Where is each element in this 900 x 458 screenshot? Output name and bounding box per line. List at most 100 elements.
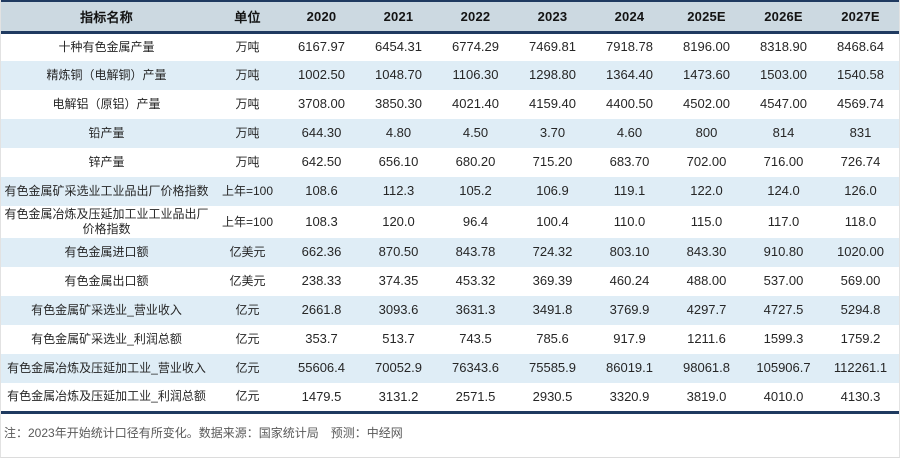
value-cell: 800 xyxy=(695,125,718,141)
value-cell: 70052.9 xyxy=(375,360,422,376)
value-cell: 118.0 xyxy=(844,213,877,229)
metals-statistics-table: 指标名称 单位 2020 2021 2022 2023 2024 2025E 2… xyxy=(1,0,899,414)
value-cell: 843.30 xyxy=(686,244,727,260)
value-cell: 642.50 xyxy=(301,154,342,170)
value-cell: 112.3 xyxy=(382,183,415,199)
value-cell: 1540.58 xyxy=(837,67,884,83)
value-cell: 86019.1 xyxy=(606,360,653,376)
unit-cell: 万吨 xyxy=(235,68,260,82)
value-cell: 8196.00 xyxy=(683,39,730,55)
value-cell: 8468.64 xyxy=(837,39,884,55)
indicator-name-cell: 有色金属进口额 xyxy=(64,245,149,259)
table-row: 电解铝（原铝）产量 万吨 3708.00 3850.30 4021.40 4159.40 4… xyxy=(1,90,899,119)
value-cell: 803.10 xyxy=(609,244,650,260)
value-cell: 75585.9 xyxy=(529,360,576,376)
value-cell: 4547.00 xyxy=(760,96,807,112)
value-cell: 5294.8 xyxy=(840,302,881,318)
unit-cell: 万吨 xyxy=(235,39,260,54)
value-cell: 374.35 xyxy=(378,273,419,289)
indicator-name-cell: 铅产量 xyxy=(88,126,125,140)
value-cell: 4021.40 xyxy=(452,96,499,112)
value-cell: 726.74 xyxy=(840,154,881,170)
column-header-2023: 2023 xyxy=(514,1,591,34)
unit-cell: 亿美元 xyxy=(229,245,266,259)
value-cell: 1759.2 xyxy=(840,331,881,347)
column-header-2024: 2024 xyxy=(591,1,668,34)
value-cell: 4.50 xyxy=(462,125,489,141)
table-row: 有色金属冶炼及压延加工业_利润总额 亿元 1479.5 3131.2 2571.5 293… xyxy=(1,383,899,414)
value-cell: 105.2 xyxy=(459,183,492,199)
table-row: 有色金属出口额 亿美元 238.33 374.35 453.32 369.39 460.24… xyxy=(1,267,899,296)
value-cell: 814 xyxy=(772,125,795,141)
indicator-name-cell: 锌产量 xyxy=(88,155,125,169)
value-cell: 119.1 xyxy=(613,183,646,199)
value-cell: 4.60 xyxy=(616,125,643,141)
value-cell: 3131.2 xyxy=(360,383,437,414)
value-cell: 76343.6 xyxy=(452,360,499,376)
unit-cell: 上年=100 xyxy=(221,184,274,198)
value-cell: 238.33 xyxy=(301,273,342,289)
value-cell: 4297.7 xyxy=(686,302,727,318)
value-cell: 910.80 xyxy=(763,244,804,260)
value-cell: 3631.3 xyxy=(455,302,496,318)
table-row: 有色金属矿采选业工业品出厂价格指数 上年=100 108.6 112.3 105.2 10… xyxy=(1,177,899,206)
value-cell: 3093.6 xyxy=(378,302,419,318)
indicator-name-cell: 有色金属矿采选业_营业收入 xyxy=(31,303,182,317)
column-header-2020: 2020 xyxy=(283,1,360,34)
column-header-2022: 2022 xyxy=(437,1,514,34)
indicator-name-cell: 有色金属冶炼及压延加工业_利润总额 xyxy=(1,383,212,414)
value-cell: 1211.6 xyxy=(687,331,726,347)
value-cell: 353.7 xyxy=(305,331,338,347)
value-cell: 460.24 xyxy=(609,273,650,289)
value-cell: 843.78 xyxy=(455,244,496,260)
value-cell: 870.50 xyxy=(378,244,419,260)
indicator-name-cell: 有色金属冶炼及压延加工业工业品出厂价格指数 xyxy=(4,207,209,236)
value-cell: 1503.00 xyxy=(760,67,807,83)
value-cell: 1364.40 xyxy=(606,67,653,83)
table-row: 有色金属冶炼及压延加工业工业品出厂价格指数 上年=100 108.3 120.0 96.… xyxy=(1,206,899,238)
value-cell: 453.32 xyxy=(455,273,496,289)
value-cell: 1298.80 xyxy=(529,67,576,83)
table-row: 锌产量 万吨 642.50 656.10 680.20 715.20 683.70 702.0… xyxy=(1,148,899,177)
value-cell: 3320.9 xyxy=(591,383,668,414)
value-cell: 55606.4 xyxy=(298,360,345,376)
table-body: 十种有色金属产量 万吨 6167.97 6454.31 6774.29 7469.81 79… xyxy=(1,32,899,414)
value-cell: 1002.50 xyxy=(298,67,345,83)
value-cell: 1599.3 xyxy=(763,331,804,347)
value-cell: 715.20 xyxy=(532,154,573,170)
value-cell: 644.30 xyxy=(301,125,342,141)
unit-cell: 万吨 xyxy=(235,155,260,169)
value-cell: 488.00 xyxy=(686,273,727,289)
indicator-name-cell: 有色金属矿采选业_利润总额 xyxy=(31,332,182,346)
indicator-name-cell: 电解铝（原铝）产量 xyxy=(52,97,161,111)
value-cell: 513.7 xyxy=(382,331,415,347)
value-cell: 724.32 xyxy=(532,244,573,260)
value-cell: 1479.5 xyxy=(283,383,360,414)
unit-cell: 亿美元 xyxy=(229,274,266,288)
value-cell: 537.00 xyxy=(763,273,804,289)
value-cell: 4010.0 xyxy=(745,383,822,414)
value-cell: 831 xyxy=(849,125,872,141)
unit-cell: 亿元 xyxy=(212,383,283,414)
value-cell: 743.5 xyxy=(459,331,492,347)
value-cell: 7469.81 xyxy=(529,39,576,55)
table-row: 精炼铜（电解铜）产量 万吨 1002.50 1048.70 1106.30 1298.80… xyxy=(1,61,899,90)
value-cell: 4727.5 xyxy=(763,302,804,318)
value-cell: 112261.1 xyxy=(833,360,888,376)
value-cell: 1020.00 xyxy=(837,244,884,260)
unit-cell: 亿元 xyxy=(235,332,260,346)
value-cell: 785.6 xyxy=(536,331,569,347)
table-row: 有色金属冶炼及压延加工业_营业收入 亿元 55606.4 70052.9 76343.6… xyxy=(1,354,899,383)
value-cell: 106.9 xyxy=(536,183,569,199)
value-cell: 3491.8 xyxy=(532,302,573,318)
value-cell: 126.0 xyxy=(844,183,877,199)
value-cell: 1473.60 xyxy=(683,67,730,83)
unit-cell: 上年=100 xyxy=(221,214,274,229)
value-cell: 117.0 xyxy=(767,213,800,229)
value-cell: 569.00 xyxy=(840,273,881,289)
table-row: 有色金属矿采选业_利润总额 亿元 353.7 513.7 743.5 785.6 917.9… xyxy=(1,325,899,354)
value-cell: 3850.30 xyxy=(375,96,422,112)
value-cell: 683.70 xyxy=(609,154,650,170)
value-cell: 1048.70 xyxy=(375,67,422,83)
